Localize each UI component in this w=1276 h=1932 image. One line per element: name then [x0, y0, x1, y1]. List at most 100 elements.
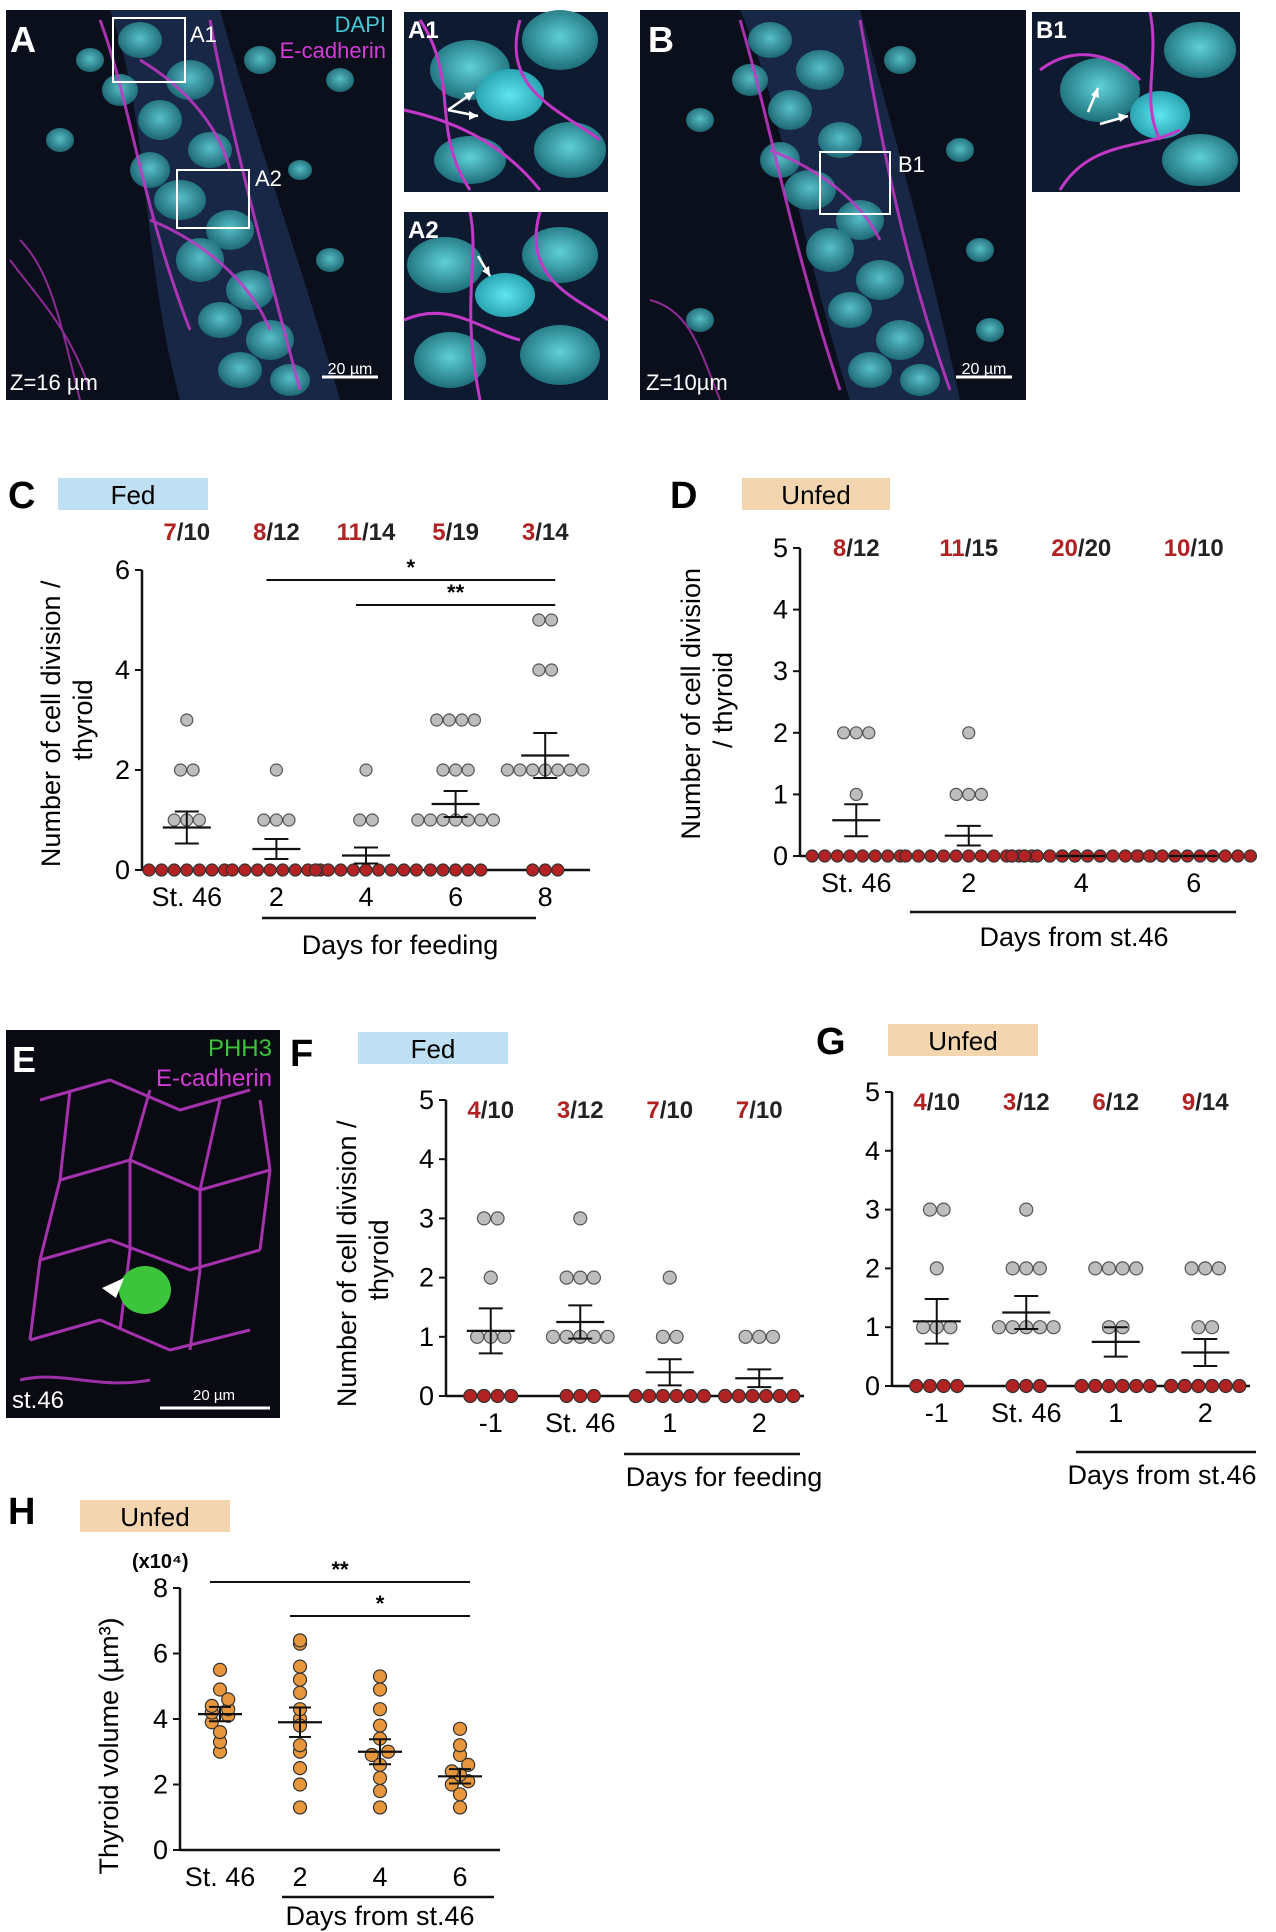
ratio-label: 11/14 [337, 519, 396, 546]
data-point [987, 849, 1001, 863]
plot-area-d: 0 1 2 3 4 5 St. 46 2 4 6 [773, 533, 1258, 898]
data-point [949, 849, 963, 863]
z-depth-label: Z=16 µm [10, 370, 98, 395]
data-point [642, 1388, 657, 1404]
ratio-labels-c: 7/10 8/12 11/14 5/19 3/14 [163, 519, 569, 546]
data-point [205, 863, 219, 877]
data-point [696, 1388, 711, 1404]
y-tick-label: 6 [115, 555, 130, 585]
data-point [423, 813, 437, 827]
data-point [461, 1757, 476, 1772]
data-point [1130, 849, 1144, 863]
box-label-a1: A1 [190, 22, 217, 47]
data-point [551, 763, 565, 777]
nucleus [46, 128, 74, 152]
nucleus [270, 364, 310, 396]
data-point [559, 1388, 574, 1404]
ratio-label: 4/10 [467, 1097, 514, 1124]
data-point [452, 1787, 468, 1802]
nucleus [828, 292, 872, 328]
condition-tag-g [888, 1024, 1038, 1056]
ratio-denominator: /10 [1190, 535, 1223, 562]
y-tick-label: 5 [773, 533, 788, 563]
data-point [881, 849, 895, 863]
y-axis-label-d-line2: / thyroid [708, 652, 738, 748]
data-point [1232, 1378, 1247, 1394]
ratio-label: 10/10 [1164, 535, 1224, 562]
data-point [282, 813, 296, 827]
ratio-label: 3/12 [1003, 1089, 1050, 1116]
x-tick-label: 4 [358, 882, 373, 912]
nucleus [316, 248, 344, 272]
y-tick-label: 5 [865, 1077, 880, 1107]
data-point [167, 863, 181, 877]
x-tick-label: St. 46 [185, 1862, 256, 1892]
data-point [483, 1270, 498, 1285]
data-point [372, 863, 386, 877]
data-point [862, 726, 876, 740]
y-tick-label: 3 [773, 656, 788, 686]
data-point [292, 1738, 308, 1753]
y-axis-unit-h: (x10⁴) [132, 1551, 189, 1573]
y-tick-label: 0 [865, 1371, 880, 1401]
data-point [837, 726, 851, 740]
micrograph-b: B B1 Z=10µm 20 µm [640, 10, 1026, 401]
nucleus [946, 138, 974, 162]
ratio-label: 3/12 [557, 1097, 604, 1124]
condition-tag-h [80, 1500, 230, 1532]
data-point [476, 1211, 492, 1226]
ratio-label: 8/12 [253, 519, 300, 546]
x-axis-label-h: Days from st.46 [285, 1901, 474, 1931]
data-point [962, 849, 976, 863]
box-label-b1: B1 [898, 152, 925, 177]
data-point [292, 1672, 308, 1687]
inset-box-b1 [819, 151, 891, 215]
y-tick-label: 4 [419, 1144, 434, 1174]
nucleus [686, 108, 714, 132]
data-point [576, 763, 590, 777]
data-point [909, 1378, 924, 1394]
data-point [899, 849, 913, 863]
data-point [936, 1378, 951, 1394]
ratio-denominator: /10 [177, 519, 210, 546]
data-point [1218, 849, 1232, 863]
data-point [600, 1329, 615, 1344]
stain-label-ecadherin: E-cadherin [280, 38, 386, 63]
nucleus [176, 238, 224, 282]
data-point [1129, 1261, 1144, 1276]
x-tick-label: 2 [961, 868, 976, 898]
data-point [263, 863, 277, 877]
data-point [532, 613, 546, 627]
data-point [292, 1685, 308, 1700]
ratio-denominator: /10 [481, 1097, 514, 1124]
scale-bar-label-b: 20 µm [962, 361, 1007, 378]
data-point [409, 863, 423, 877]
y-axis-label-c: Number of cell division / thyroid [36, 573, 98, 867]
nucleus [900, 364, 940, 396]
scale-bar-label-e: 20 µm [193, 1387, 235, 1404]
panel-label-a1: A1 [408, 17, 439, 44]
data-point [772, 1388, 787, 1404]
data-point [1043, 849, 1057, 863]
data-point [1243, 849, 1258, 863]
condition-tag-h-text: Unfed [120, 1502, 189, 1532]
x-tick-label: 6 [1186, 868, 1201, 898]
y-tick-label: 4 [153, 1704, 168, 1734]
data-point [372, 1770, 388, 1786]
data-point [586, 1329, 602, 1344]
data-point [962, 726, 976, 740]
data-point [359, 863, 373, 877]
data-point [397, 863, 411, 877]
ratio-denominator: /14 [1195, 1089, 1229, 1116]
ratio-numerator: 9 [1182, 1089, 1195, 1116]
ratio-numerator: 5 [432, 519, 445, 546]
y-tick-label: 1 [419, 1322, 434, 1352]
panel-label-b1: B1 [1036, 17, 1067, 44]
significance-label: ** [447, 580, 465, 605]
data-point [915, 1320, 931, 1335]
inset-box-a1 [112, 17, 186, 83]
scale-bar-label: 20 µm [328, 361, 373, 378]
data-point [486, 813, 500, 827]
significance-label: * [376, 1591, 385, 1616]
